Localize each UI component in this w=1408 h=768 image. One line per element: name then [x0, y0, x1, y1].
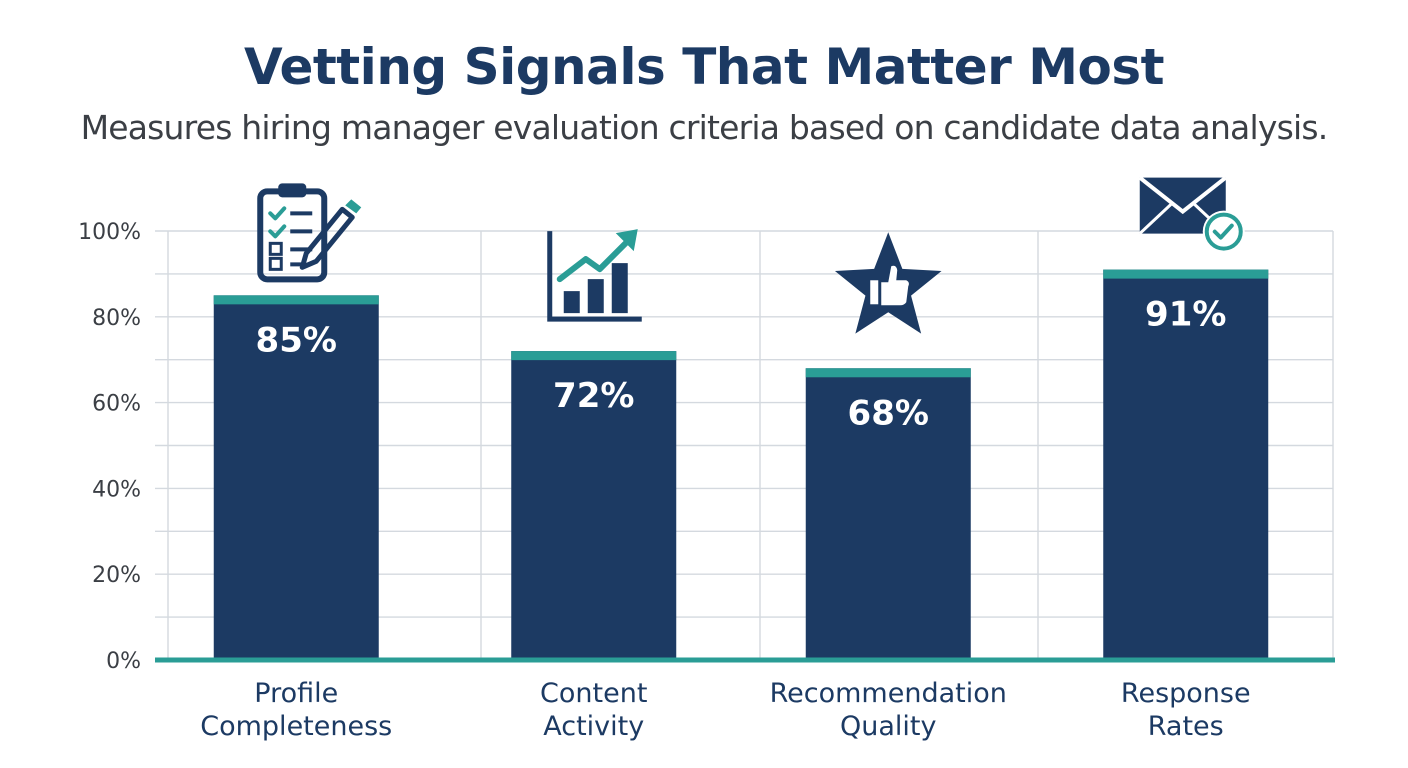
growth-chart-icon: [547, 229, 642, 322]
chart-subtitle: Measures hiring manager evaluation crite…: [80, 108, 1329, 147]
y-tick-label: 0%: [106, 649, 141, 674]
clipboard-checklist-icon: [257, 183, 362, 283]
bar: [511, 351, 677, 660]
x-tick-label: Response Rates: [1121, 678, 1251, 742]
bar-cap: [1103, 269, 1269, 279]
y-tick-label: 100%: [78, 220, 141, 245]
y-axis: 0% 20% 40% 60% 80% 100%: [78, 220, 141, 674]
envelope-check-icon: [1138, 176, 1245, 253]
data-label: 68%: [848, 393, 929, 433]
star-thumbs-up-icon: [834, 232, 942, 334]
y-tick-label: 80%: [92, 306, 141, 331]
x-tick-label: Recommendation Quality: [770, 678, 1007, 742]
chart-title: Vetting Signals That Matter Most: [244, 38, 1165, 96]
bar: [213, 295, 379, 660]
y-tick-label: 20%: [92, 563, 141, 588]
x-axis: Profile Completeness Content Activity Recomm…: [200, 678, 1250, 742]
icons: [257, 176, 1245, 334]
x-tick-label: Profile Completeness: [200, 678, 392, 742]
data-label: 72%: [553, 376, 634, 416]
y-tick-label: 60%: [92, 392, 141, 417]
bar-cap: [213, 295, 379, 305]
y-tick-label: 40%: [92, 477, 141, 502]
bar-cap: [511, 351, 677, 361]
bar: [1103, 269, 1269, 660]
data-label: 85%: [256, 320, 337, 360]
x-tick-label: Content Activity: [540, 678, 647, 742]
bars: 85% 72% 68% 91%: [155, 269, 1335, 663]
data-label: 91%: [1145, 295, 1226, 335]
bar: [805, 368, 971, 660]
bar-cap: [805, 368, 971, 378]
